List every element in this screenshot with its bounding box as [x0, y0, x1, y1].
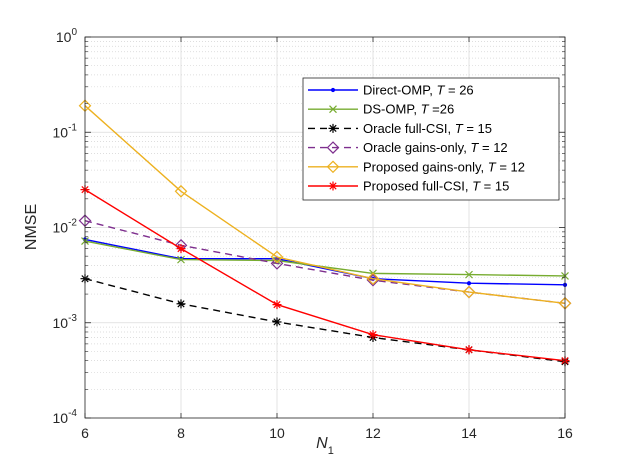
legend-label: DS-OMP, T =26 [363, 102, 454, 117]
data-point [464, 345, 474, 355]
tick-labels: 6 8 10 12 14 16 10-4 10-3 10-2 10-1 100 [53, 27, 573, 441]
data-point [366, 272, 380, 286]
y-axis-label: NMSE [23, 204, 40, 250]
x-tick-label: 6 [81, 425, 89, 441]
x-tick-label: 14 [461, 425, 477, 441]
data-point [466, 281, 472, 286]
data-point [270, 257, 284, 270]
series-group [78, 99, 572, 367]
x-tick-label: 12 [365, 425, 381, 441]
legend-label: Proposed gains-only, T = 12 [363, 159, 525, 174]
data-point [272, 300, 282, 310]
legend-label: Oracle gains-only, T = 12 [363, 140, 508, 155]
x-axis-label: N1 [316, 435, 334, 457]
data-point [462, 285, 476, 299]
data-point [177, 255, 185, 264]
legend-entry: Oracle gains-only, T = 12 [308, 140, 508, 155]
y-tick-label: 10-1 [53, 122, 78, 140]
x-tick-label: 16 [557, 425, 573, 441]
plot-frame [84, 36, 566, 419]
series-line [84, 238, 566, 286]
data-point [270, 250, 284, 264]
legend: Direct-OMP, T = 26 DS-OMP, T =26 Oracle fu… [302, 77, 560, 201]
data-point [176, 299, 186, 309]
legend-entry: Proposed full-CSI, T = 15 [308, 179, 509, 194]
data-point [330, 87, 336, 93]
y-tick-label: 10-4 [53, 408, 78, 426]
data-point [328, 123, 338, 133]
series-line [84, 240, 566, 277]
legend-label: Proposed full-CSI, T = 15 [363, 179, 509, 194]
data-point [328, 181, 338, 191]
data-point [326, 141, 340, 154]
data-point [329, 105, 337, 114]
legend-entry: Oracle full-CSI, T = 15 [308, 121, 492, 136]
series-proposed-gains-only [78, 99, 572, 310]
data-point [326, 160, 340, 174]
data-point [176, 244, 186, 254]
y-tick-label: 10-2 [53, 218, 78, 236]
series-line [84, 189, 566, 362]
legend-label: Oracle full-CSI, T = 15 [363, 121, 492, 136]
data-point [174, 184, 188, 198]
series-line [84, 220, 566, 304]
series-line [84, 278, 566, 363]
legend-entry: DS-OMP, T =26 [308, 102, 454, 117]
legend-entry: Direct-OMP, T = 26 [308, 83, 474, 98]
legend-label: Direct-OMP, T = 26 [363, 83, 474, 98]
x-tick-label: 8 [177, 425, 185, 441]
y-tick-label: 100 [56, 27, 78, 45]
series-line [84, 105, 566, 304]
legend-entry: Proposed gains-only, T = 12 [308, 159, 525, 174]
data-point [272, 317, 282, 327]
data-point [368, 330, 378, 340]
x-tick-label: 10 [269, 425, 285, 441]
y-tick-label: 10-3 [53, 313, 78, 331]
legend-box [302, 77, 560, 201]
data-point [465, 270, 473, 279]
